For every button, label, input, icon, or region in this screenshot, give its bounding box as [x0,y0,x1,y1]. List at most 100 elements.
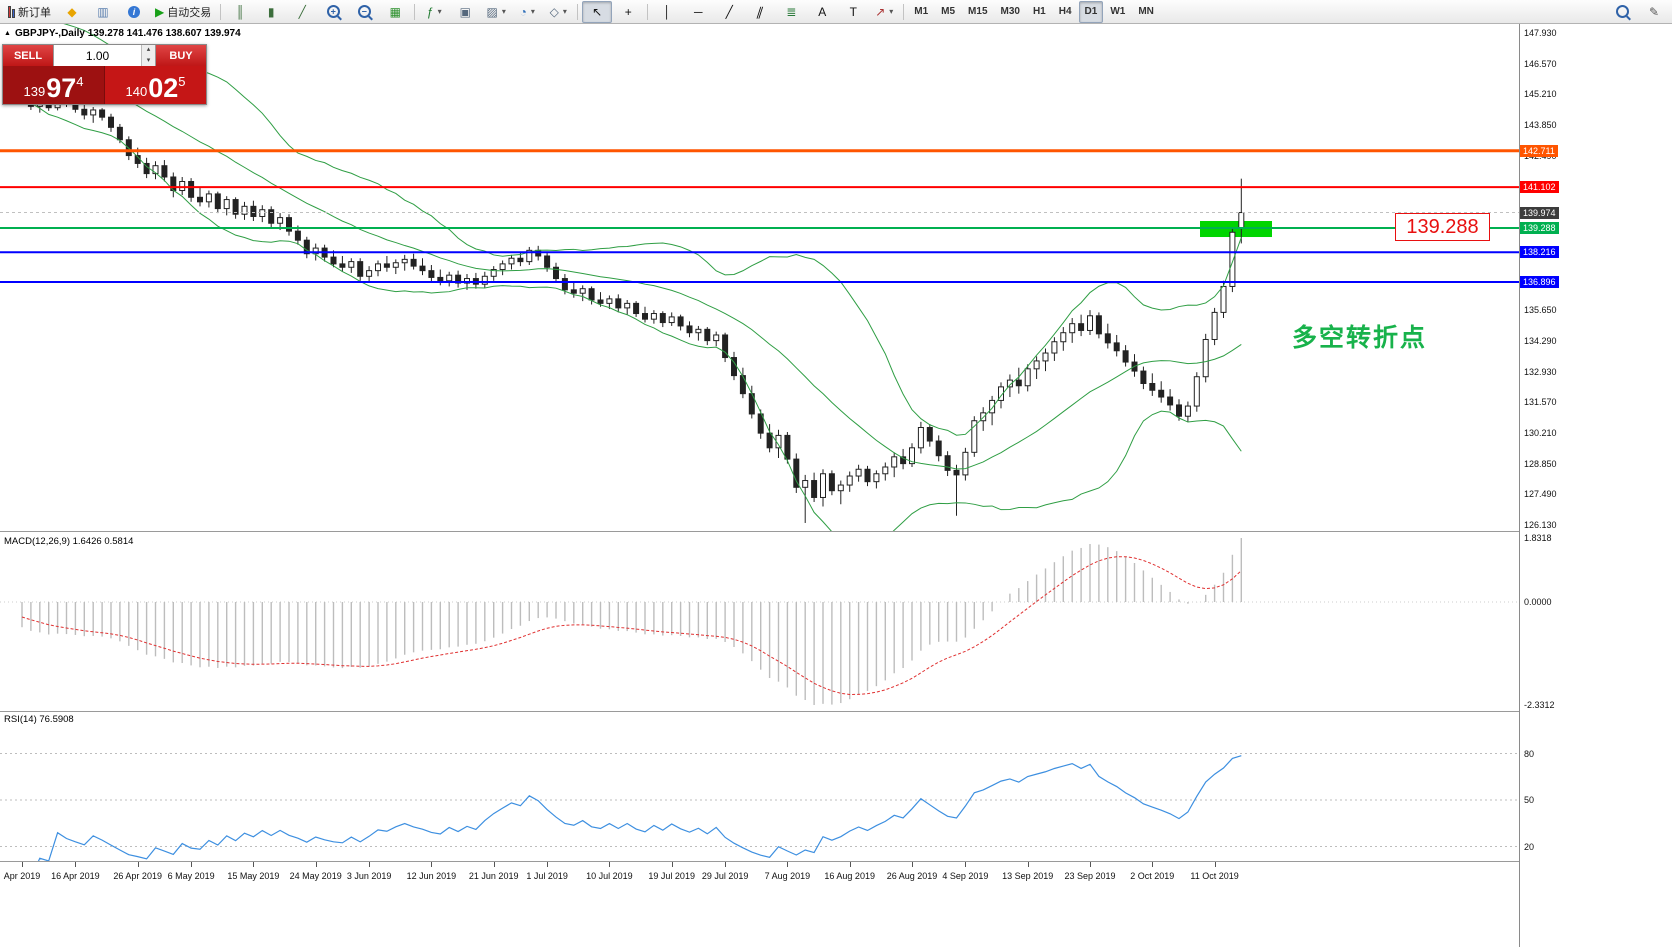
objects-button[interactable]: ◇ ▾ [543,1,573,23]
candle-body [837,484,844,492]
candles-mode-button[interactable]: ▮ [256,1,286,23]
time-axis-label: 4 Sep 2019 [942,871,989,881]
grid-button[interactable]: ▦ [380,1,410,23]
candle-body [1060,332,1067,343]
candle-body [704,328,711,342]
bid-price-display[interactable]: 139 97 4 [3,66,104,104]
buy-button[interactable]: BUY [156,45,206,66]
metaeditor-button[interactable]: ◆ [57,1,87,23]
price-scale[interactable]: 147.930146.570145.210143.850142.490135.6… [1519,24,1672,947]
time-tick [912,862,913,867]
horizontal-line-button[interactable]: ─ [683,1,713,23]
timeframe-h1-button[interactable]: H1 [1032,6,1046,17]
price-scale-label: 130.210 [1524,427,1557,438]
info-button[interactable]: i [119,1,149,23]
candle-body [561,278,568,291]
toolbar-separator [647,3,649,20]
candle-body [108,116,114,128]
text-button[interactable]: A [807,1,837,23]
panel-separator[interactable] [0,861,1672,862]
tile-windows-button[interactable]: ▣ [450,1,480,23]
candle-body [286,217,292,232]
arrows-button[interactable]: ↗ ▾ [869,1,899,23]
chinese-annotation[interactable]: 多空转折点 [1292,324,1428,352]
label-button[interactable]: T [838,1,868,23]
timeframe-mn-button[interactable]: MN [1138,6,1154,17]
zoom-in-button[interactable] [318,1,348,23]
candles [19,91,1245,523]
history-center-button[interactable]: ▥ [88,1,118,23]
templates-button[interactable]: ▨ ▾ [481,1,511,23]
fibonacci-button[interactable]: ≣ [776,1,806,23]
toolbar-separator [903,3,905,20]
volume-up-button[interactable]: ▴ [142,45,155,56]
trendline-button[interactable]: ╱ [714,1,744,23]
timeframe-h4-button[interactable]: H4 [1058,6,1072,17]
period-button[interactable]: ◔ ▾ [512,1,542,23]
bollinger-upper [63,24,1242,436]
candle-body [116,126,123,141]
price-scale-label: 132.930 [1524,366,1557,377]
main-chart[interactable] [0,24,1519,531]
candle-body [241,205,248,215]
edit-button[interactable]: ✎ [1639,1,1669,23]
time-tick [1214,862,1216,867]
dropdown-arrow-icon: ▾ [530,7,535,16]
rsi-panel[interactable] [0,712,1519,861]
time-axis[interactable]: Apr 2019 16 Apr 2019 26 Apr 2019 6 May 2019… [0,862,1519,947]
time-tick [965,862,967,867]
clock-icon: ◔ [519,4,527,19]
time-tick [609,862,611,867]
candle-body [722,334,729,359]
timeframe-d1-button[interactable]: D1 [1078,0,1104,23]
candle-body [1104,333,1111,344]
timeframe-m5-button[interactable]: M5 [941,6,956,17]
play-icon: ▶ [155,4,165,19]
volume-down-button[interactable]: ▾ [142,55,155,66]
price-annotation-label[interactable]: 139.288 [1395,213,1490,241]
candle-body [1122,350,1129,363]
search-button[interactable] [1607,1,1637,23]
indicators-button[interactable]: ƒ ▾ [419,1,449,23]
candle-body [90,109,97,116]
panel-separator[interactable] [0,531,1672,532]
new-order-button[interactable]: 新订单 [3,1,56,23]
macd-panel[interactable] [0,532,1519,711]
price-tag-136.896: 136.896 [1520,276,1559,289]
price-tag-141.102: 141.102 [1520,181,1559,194]
line-mode-button[interactable]: ╱ [287,1,317,23]
candle-body [1211,311,1218,340]
candle-body [428,270,435,278]
channel-button[interactable]: ∥ [745,1,775,23]
time-axis-label: 26 Apr 2019 [113,871,162,881]
candle-body [588,288,595,301]
volume-spinner: ▴ ▾ [141,45,155,66]
macd-histogram [21,538,1243,705]
edit-icon: ✎ [1648,4,1660,19]
crosshair-button[interactable]: + [613,1,643,23]
label-icon: T [849,4,857,19]
time-tick [191,862,193,867]
candle-body [579,288,586,294]
zoom-out-button[interactable] [349,1,379,23]
price-scale-label: 146.570 [1524,58,1557,69]
time-tick [1090,862,1091,867]
volume-input[interactable]: 1.00 [85,48,110,63]
candle-body [464,278,470,284]
timeframe-m15-button[interactable]: M15 [968,6,988,17]
ask-price-display[interactable]: 140 02 5 [105,66,206,104]
vertical-line-button[interactable]: │ [652,1,682,23]
autotrading-button[interactable]: ▶ 自动交易 [150,1,216,23]
sell-button[interactable]: SELL [3,45,53,66]
candle-body [1078,323,1085,331]
timeframe-w1-button[interactable]: W1 [1110,6,1126,17]
panel-separator[interactable] [0,711,1672,712]
bars-mode-button[interactable]: ║ [225,1,255,23]
cursor-button[interactable]: ↖ [582,0,613,23]
collapse-icon[interactable]: ▲ [4,30,11,37]
candle-body [713,334,720,342]
candle-body [739,375,746,395]
arrows-icon: ↗ [875,4,886,19]
timeframe-m1-button[interactable]: M1 [914,6,929,17]
timeframe-m30-button[interactable]: M30 [1000,6,1020,17]
